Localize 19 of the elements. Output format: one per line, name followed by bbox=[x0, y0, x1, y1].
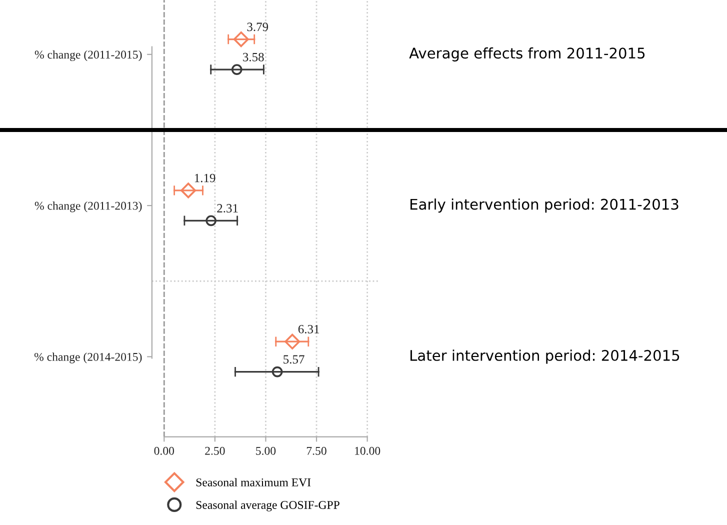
x-tick-label: 0.00 bbox=[154, 446, 174, 455]
y-tick-label: % change (2014-2015) bbox=[34, 352, 142, 364]
legend-label: Seasonal maximum EVI bbox=[196, 478, 311, 486]
y-tick-label: % change (2011-2013) bbox=[34, 201, 142, 212]
x-tick-label: 7.50 bbox=[306, 446, 326, 455]
data-label: 3.58 bbox=[243, 52, 264, 62]
legend-label: Seasonal average GOSIF-GPP bbox=[196, 500, 340, 512]
data-label: 6.31 bbox=[298, 324, 320, 334]
x-tick-label: 2.50 bbox=[205, 446, 225, 455]
data-label: 1.19 bbox=[194, 174, 216, 182]
text: Later intervention period: 2014-2015 bbox=[410, 350, 680, 364]
text: Early intervention period: 2011-2013 bbox=[410, 198, 678, 213]
data-label: 3.79 bbox=[247, 22, 268, 32]
x-tick-label: 5.00 bbox=[256, 446, 276, 455]
y-tick-label: % change (2011-2015) bbox=[34, 50, 142, 62]
x-tick-label: 10.00 bbox=[355, 446, 380, 455]
data-label: 2.31 bbox=[217, 204, 238, 213]
data-label: 5.57 bbox=[284, 355, 304, 364]
text: Average effects from 2011-2015 bbox=[409, 47, 645, 62]
